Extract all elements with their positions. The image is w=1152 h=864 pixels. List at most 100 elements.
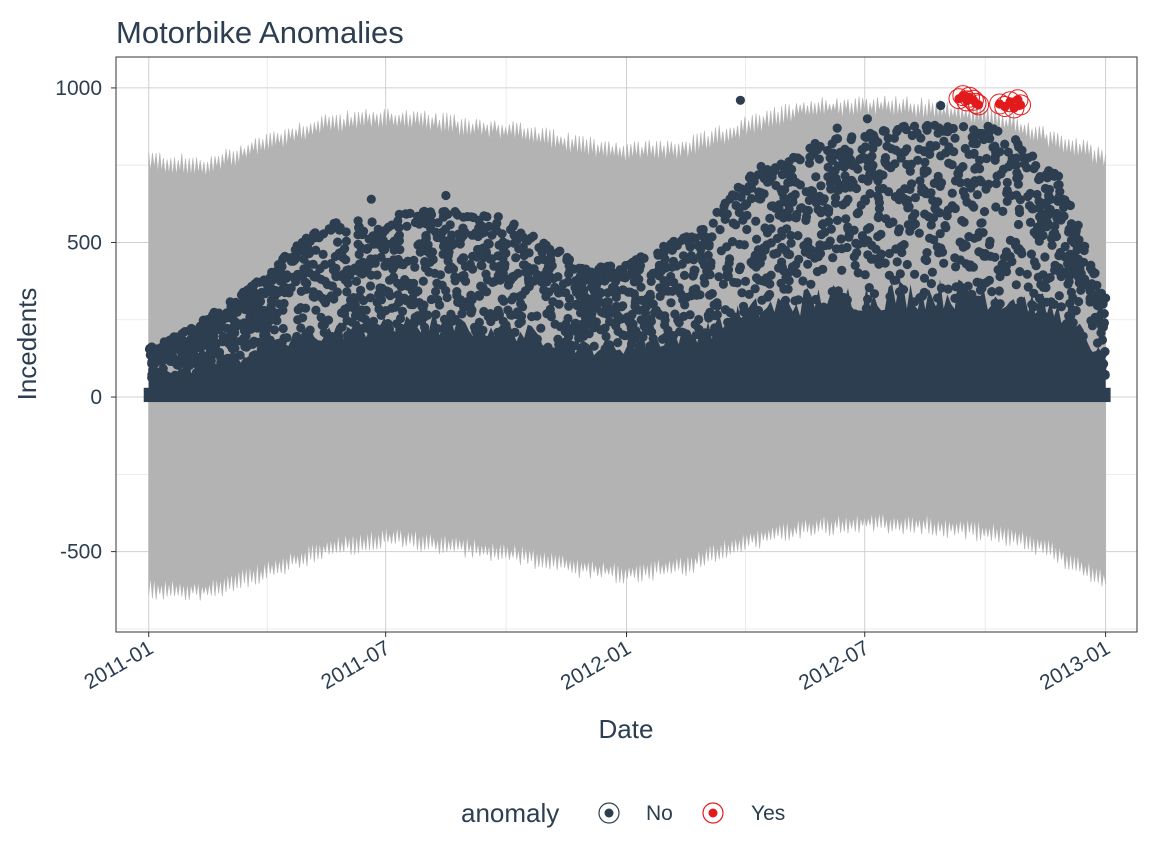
point-no: [947, 188, 957, 198]
point-no: [700, 328, 710, 338]
point-no: [228, 352, 238, 362]
point-no: [608, 271, 618, 281]
point-no: [1094, 359, 1104, 370]
point-no: [939, 258, 949, 268]
point-no: [322, 352, 332, 362]
point-no: [995, 350, 1005, 360]
point-no: [926, 220, 936, 230]
point-no: [211, 348, 221, 358]
point-no: [387, 363, 398, 373]
point-no: [845, 383, 855, 393]
point-no: [583, 347, 593, 357]
point-no: [1093, 290, 1103, 300]
point-no: [1010, 338, 1020, 348]
point-no: [440, 224, 451, 234]
point-yes-6: [974, 100, 984, 110]
point-no: [221, 355, 231, 365]
point-no: [816, 181, 826, 191]
point-no: [282, 360, 292, 370]
point-no: [966, 332, 976, 343]
point-no: [1054, 180, 1064, 190]
point-no: [872, 173, 882, 183]
point-no: [770, 340, 780, 351]
point-no: [157, 380, 167, 390]
point-no: [748, 309, 758, 319]
point-no: [397, 306, 408, 316]
point-no: [1041, 312, 1051, 322]
point-no: [144, 344, 155, 354]
point-no: [509, 238, 519, 248]
point-no: [509, 271, 519, 281]
point-no: [1041, 282, 1051, 293]
point-no: [746, 194, 757, 204]
point-no: [957, 216, 967, 226]
point-no: [679, 270, 690, 280]
point-no: [971, 139, 981, 149]
point-no: [432, 324, 443, 334]
point-no: [680, 300, 690, 310]
point-no: [330, 251, 340, 262]
point-no: [755, 194, 765, 204]
point-no: [739, 201, 750, 211]
point-no: [843, 224, 853, 234]
point-no: [538, 361, 549, 371]
point-no: [828, 296, 838, 306]
point-no: [1044, 191, 1054, 201]
point-no: [198, 355, 208, 365]
point-no: [1002, 177, 1012, 188]
point-no: [666, 298, 676, 308]
point-no: [1033, 272, 1043, 282]
point-no: [482, 212, 492, 222]
point-no: [384, 324, 394, 334]
point-no: [915, 176, 925, 186]
point-no: [932, 305, 943, 315]
point-no: [1047, 240, 1057, 250]
point-no: [818, 219, 828, 229]
point-no: [860, 194, 870, 204]
point-no: [790, 296, 800, 306]
point-no: [459, 342, 469, 352]
point-no: [672, 240, 682, 251]
point-no: [296, 323, 306, 333]
point-no: [500, 248, 510, 258]
point-no: [214, 324, 224, 335]
point-no: [327, 292, 337, 302]
point-no: [1052, 343, 1062, 353]
point-no: [394, 230, 404, 240]
point-no: [570, 341, 580, 351]
point-no: [566, 381, 576, 391]
point-no: [639, 355, 649, 365]
point-no: [615, 265, 625, 275]
point-no: [401, 209, 411, 219]
point-no: [365, 325, 375, 335]
point-no: [824, 372, 834, 382]
point-no: [530, 334, 540, 344]
point-no: [233, 362, 243, 373]
point-no: [1004, 316, 1015, 327]
point-no: [667, 262, 677, 272]
point-no: [297, 271, 307, 282]
point-no: [958, 186, 969, 197]
point-no: [1040, 183, 1050, 194]
point-no: [492, 378, 502, 389]
point-no: [502, 331, 512, 341]
point-no: [991, 147, 1001, 158]
point-no: [1055, 187, 1065, 197]
point-no: [704, 241, 714, 251]
point-no: [925, 233, 935, 243]
point-no: [895, 303, 905, 314]
point-no: [783, 178, 793, 188]
point-no: [931, 204, 941, 214]
point-no: [486, 316, 496, 327]
point-no: [883, 187, 894, 197]
point-no: [1091, 351, 1101, 361]
point-no: [828, 148, 839, 158]
point-no: [677, 344, 687, 354]
legend-label-yes: Yes: [751, 802, 785, 825]
x-axis-title: Date: [599, 714, 654, 744]
point-no: [786, 230, 796, 241]
point-no: [654, 260, 665, 270]
point-no: [905, 226, 915, 236]
point-no: [1059, 195, 1069, 205]
point-no: [863, 294, 873, 304]
